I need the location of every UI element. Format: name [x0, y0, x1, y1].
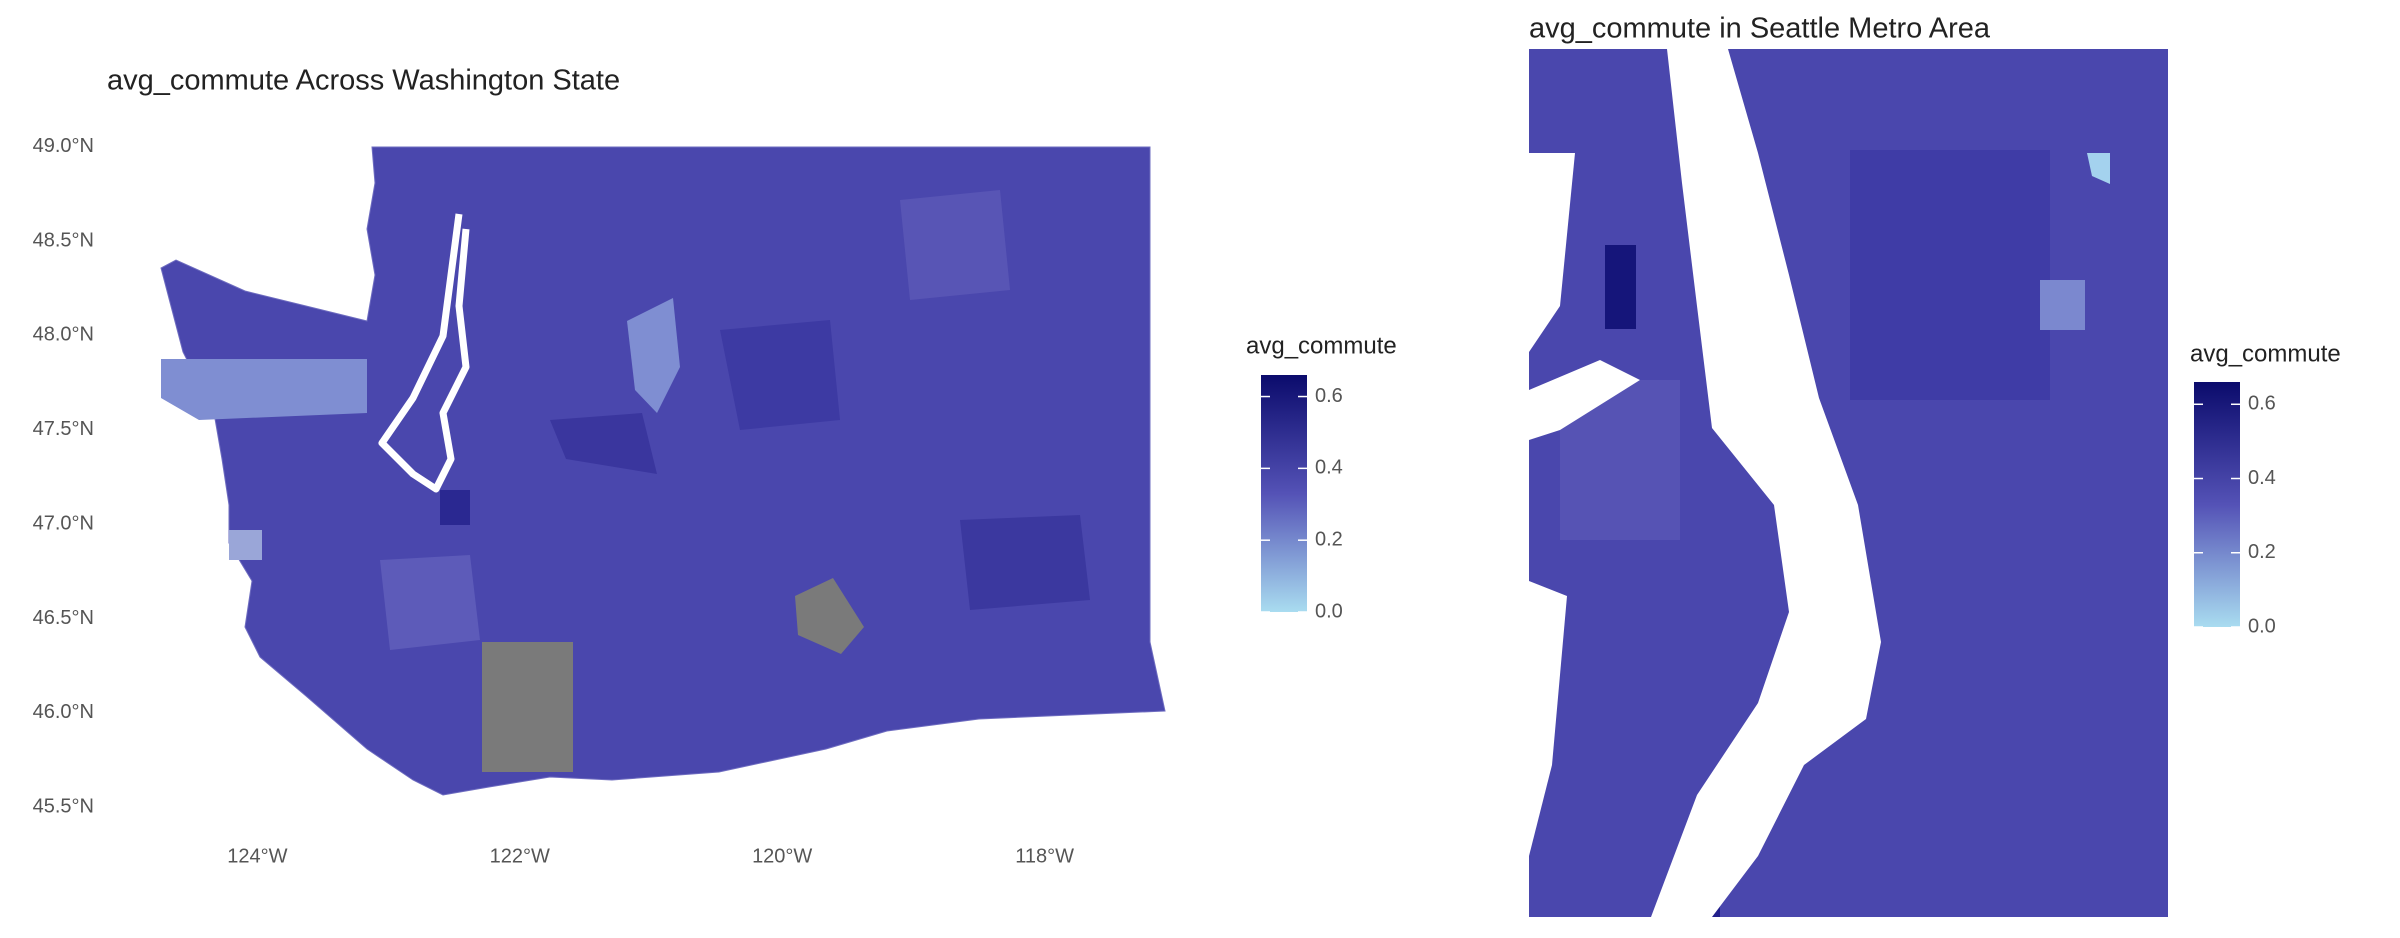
- region: [2040, 280, 2085, 330]
- y-tick-label: 47.5°N: [33, 418, 94, 440]
- region: [900, 190, 1010, 300]
- legend-title: avg_commute: [1246, 332, 1397, 359]
- region: [1850, 150, 2050, 400]
- legend-colorbar: [2194, 382, 2240, 627]
- region: [440, 490, 470, 525]
- region: [627, 298, 680, 413]
- y-tick-label: 48.0°N: [33, 324, 94, 346]
- y-tick-label: 45.5°N: [33, 796, 94, 818]
- region: [1605, 245, 1636, 329]
- x-tick-label: 122°W: [490, 845, 550, 867]
- legend-label: 0.0: [2248, 615, 2276, 637]
- legend-label: 0.6: [2248, 393, 2276, 415]
- y-tick-label: 46.5°N: [33, 607, 94, 629]
- map-title: avg_commute in Seattle Metro Area: [1529, 13, 1991, 45]
- legend-title: avg_commute: [2190, 340, 2341, 367]
- legend-label: 0.2: [2248, 541, 2276, 563]
- water: [1529, 581, 1567, 856]
- y-tick-label: 47.0°N: [33, 512, 94, 534]
- x-tick-label: 118°W: [1015, 845, 1074, 867]
- legend-label: 0.4: [2248, 467, 2276, 489]
- legend-label: 0.2: [1315, 528, 1343, 550]
- state-map: [160, 146, 1166, 796]
- region: [229, 530, 262, 560]
- missing-region: [795, 578, 864, 654]
- region: [550, 413, 657, 474]
- x-tick-label: 124°W: [227, 845, 287, 867]
- y-tick-label: 46.0°N: [33, 701, 94, 723]
- water: [1529, 153, 1575, 352]
- missing-region: [482, 642, 573, 772]
- metro-map: [1529, 49, 2168, 917]
- region: [161, 359, 367, 420]
- region: [960, 515, 1090, 610]
- water: [378, 213, 470, 493]
- y-tick-label: 49.0°N: [33, 135, 94, 157]
- legend-label: 0.4: [1315, 457, 1343, 479]
- map-title: avg_commute Across Washington State: [107, 65, 620, 97]
- state-shape: [160, 146, 1166, 796]
- legend-label: 0.0: [1315, 600, 1343, 622]
- region: [380, 555, 480, 650]
- water: [1651, 49, 1881, 917]
- region: [2087, 153, 2110, 184]
- y-tick-label: 48.5°N: [33, 229, 94, 251]
- water: [1529, 360, 1640, 440]
- legend-colorbar: [1261, 375, 1307, 612]
- legend-label: 0.6: [1315, 385, 1343, 407]
- x-tick-label: 120°W: [752, 845, 812, 867]
- region: [720, 320, 840, 430]
